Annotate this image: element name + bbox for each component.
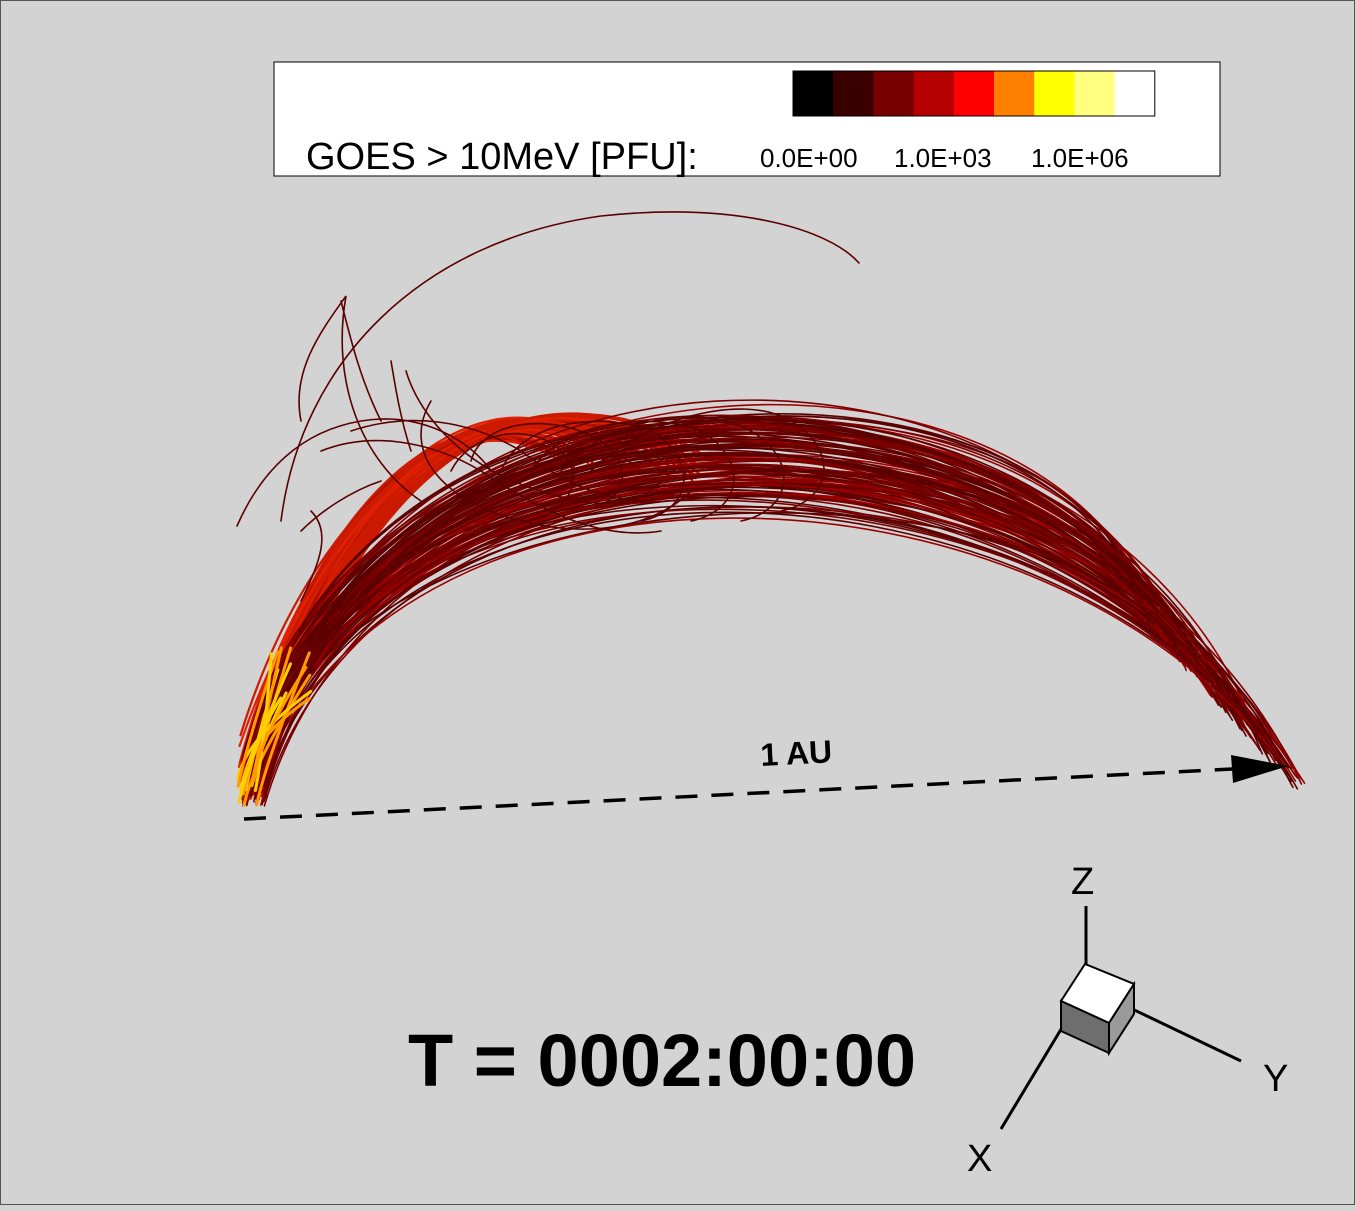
magnetic-field-lines: [237, 212, 1305, 806]
legend-swatch: [1074, 71, 1115, 116]
y-axis-line: [1126, 1006, 1241, 1061]
distance-dashed-line: [244, 769, 1233, 819]
x-axis-label: X: [967, 1138, 992, 1180]
legend-colorbar: [793, 71, 1155, 116]
legend-swatch: [1034, 71, 1075, 116]
x-axis-line: [1001, 1026, 1063, 1129]
legend-tick-1: 1.0E+03: [894, 143, 992, 173]
legend-swatch: [994, 71, 1035, 116]
z-axis-label: Z: [1071, 861, 1094, 903]
distance-label: 1 AU: [759, 733, 833, 773]
legend-label: GOES > 10MeV [PFU]:: [306, 136, 698, 178]
field-line: [241, 468, 1290, 782]
y-axis-label: Y: [1263, 1058, 1288, 1100]
axis-triad: Z Y X: [967, 861, 1288, 1180]
legend-swatch: [793, 71, 834, 116]
field-line-wisp: [391, 361, 411, 451]
legend-swatch: [833, 71, 874, 116]
legend-swatch: [1115, 71, 1156, 116]
field-line-wisp: [341, 301, 381, 421]
legend-tick-0: 0.0E+00: [760, 143, 858, 173]
distance-arrow: 1 AU: [244, 733, 1288, 819]
legend: GOES > 10MeV [PFU]: 0.0E+00 1.0E+03 1.0E…: [274, 62, 1220, 178]
time-label: T = 0002:00:00: [408, 1019, 916, 1102]
legend-swatch: [954, 71, 995, 116]
legend-tick-2: 1.0E+06: [1031, 143, 1129, 173]
legend-swatch: [914, 71, 955, 116]
legend-swatch: [873, 71, 914, 116]
